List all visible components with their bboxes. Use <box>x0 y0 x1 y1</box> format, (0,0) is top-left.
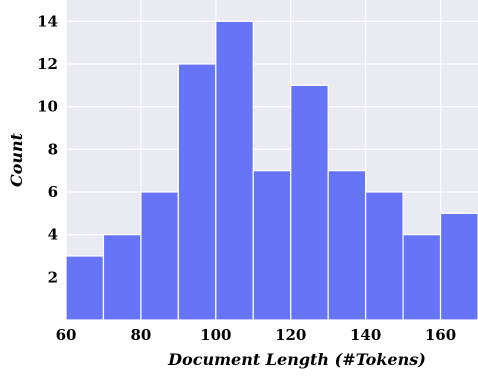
y-axis-ticks: 2 4 6 8 10 12 14 <box>37 12 58 286</box>
histogram-bar <box>215 20 254 321</box>
histogram-bar <box>177 63 217 321</box>
histogram-bar <box>290 84 329 321</box>
y-tick-label: 8 <box>48 140 58 158</box>
x-tick-label: 100 <box>200 326 231 344</box>
x-axis-label: Document Length (#Tokens) <box>167 350 426 369</box>
histogram-bar <box>327 170 367 321</box>
histogram-bar <box>402 234 442 321</box>
y-axis-label: Count <box>7 132 26 187</box>
x-tick-label: 60 <box>56 326 77 344</box>
histogram-bar <box>365 191 404 321</box>
y-tick-label: 14 <box>37 12 58 30</box>
histogram-bar <box>252 170 292 321</box>
y-tick-label: 4 <box>48 226 58 244</box>
y-tick-label: 12 <box>37 55 58 73</box>
x-axis-ticks: 60 80 100 120 140 160 <box>56 326 457 344</box>
y-tick-label: 6 <box>48 183 58 201</box>
x-tick-label: 160 <box>425 326 456 344</box>
histogram-bar <box>439 212 478 321</box>
y-tick-label: 10 <box>37 98 58 116</box>
x-tick-label: 80 <box>130 326 151 344</box>
histogram-bar <box>102 234 142 321</box>
histogram-bar <box>140 191 179 321</box>
histogram-bar <box>65 255 105 321</box>
x-tick-label: 120 <box>275 326 306 344</box>
y-tick-label: 2 <box>48 268 58 286</box>
bars <box>65 20 478 321</box>
x-tick-label: 140 <box>350 326 381 344</box>
